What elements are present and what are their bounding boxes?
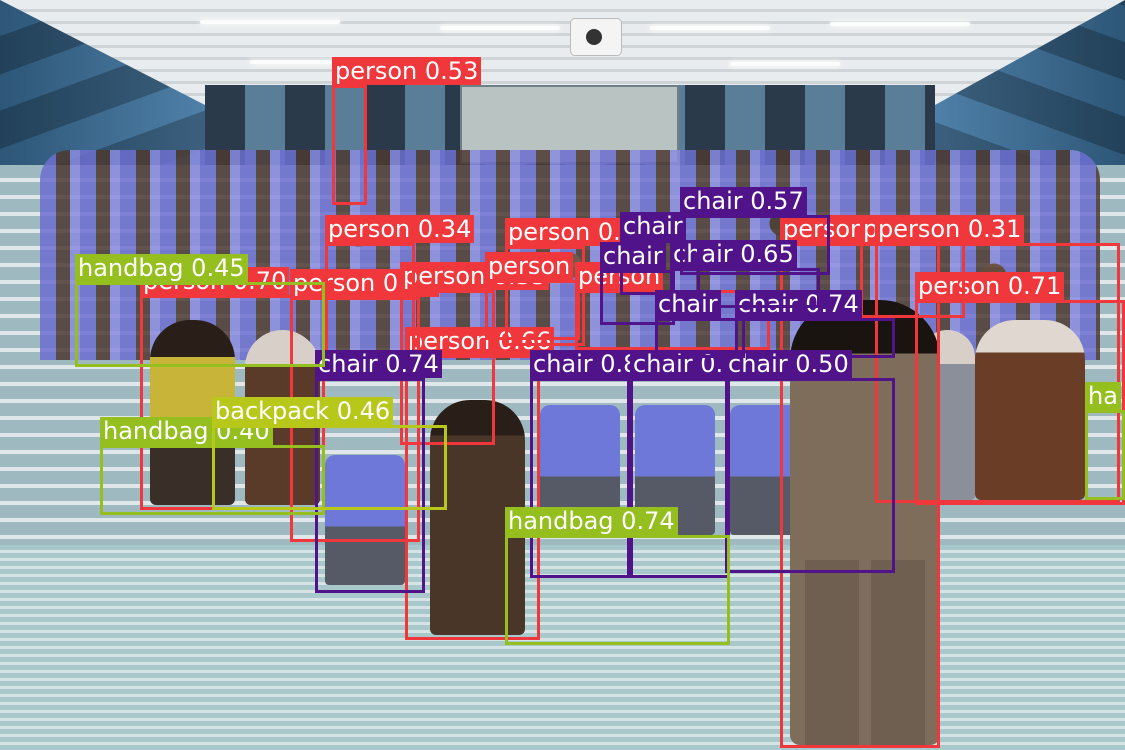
chair-detection-label: chair 0.50 — [725, 350, 852, 378]
chair-bounding-box — [630, 378, 730, 578]
chair-bounding-box — [670, 268, 820, 308]
chair-bounding-box — [655, 318, 745, 358]
person-detection-label: person 0.34 — [325, 215, 475, 243]
chair-detection-label: chair 0.74 — [315, 350, 442, 378]
handbag-detection-label: handbag 0.45 — [75, 254, 248, 282]
handbag-bounding-box — [75, 282, 325, 367]
backpack-detection-label: backpack 0.46 — [212, 397, 394, 425]
person-bounding-box — [915, 300, 1125, 505]
backpack-bounding-box — [212, 425, 447, 510]
ceiling-light — [730, 62, 840, 66]
ceiling-light — [830, 22, 970, 26]
front-seat — [325, 455, 405, 585]
ceiling-light — [200, 20, 340, 24]
handbag-bounding-box — [1085, 410, 1125, 500]
person-bounding-box — [875, 243, 1120, 503]
person-detection-label: person 0.31 — [875, 215, 1025, 243]
person-bounding-box — [505, 246, 585, 346]
chair-detection-label: chair — [600, 242, 666, 270]
person-detection-label: person 0.53 — [332, 57, 482, 85]
person-bounding-box — [405, 355, 540, 640]
chair-detection-label: chair 0.57 — [680, 187, 807, 215]
handbag-detection-label: ha — [1085, 382, 1121, 410]
projector — [570, 18, 622, 56]
chair-bounding-box — [725, 378, 895, 573]
ceiling-light — [250, 60, 360, 64]
chair-detection-label: chair — [620, 212, 686, 240]
ceiling-light — [650, 26, 770, 30]
chair-bounding-box — [680, 215, 830, 275]
person-detection-label: person — [485, 252, 574, 280]
person-bounding-box — [485, 280, 580, 340]
attendee — [975, 320, 1085, 500]
chair-detection-label: chair 0.74 — [735, 290, 862, 318]
speaker-legs — [805, 560, 925, 745]
handbag-detection-label: handbag 0.74 — [505, 507, 678, 535]
handbag-bounding-box — [505, 535, 730, 645]
ceiling-light — [440, 26, 560, 30]
chair-bounding-box — [530, 378, 630, 578]
person-bounding-box — [332, 85, 367, 205]
chair-bounding-box — [315, 378, 425, 593]
chair-detection-label: chair — [655, 290, 721, 318]
chair-detection-label: chair 0.65 — [670, 240, 797, 268]
person-detection-label: person 0.71 — [915, 272, 1065, 300]
